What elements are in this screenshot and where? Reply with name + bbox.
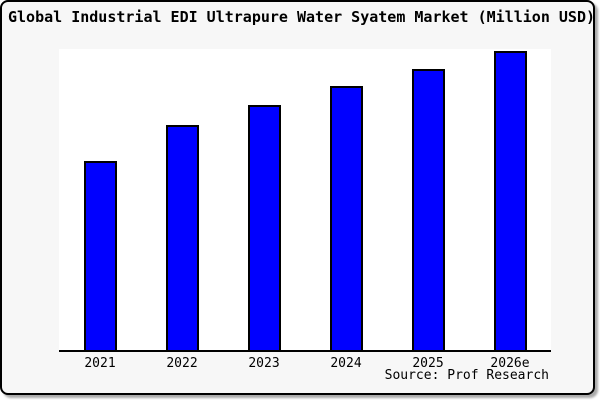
x-tick-label-2024: 2024 xyxy=(330,356,362,371)
bar-2026e xyxy=(494,51,527,350)
bar-2023 xyxy=(248,105,281,350)
plot-area xyxy=(59,49,551,352)
x-tick-label-2025: 2025 xyxy=(412,356,444,371)
x-tick-label-2022: 2022 xyxy=(166,356,198,371)
bar-2021 xyxy=(84,161,117,350)
x-tick-label-2023: 2023 xyxy=(248,356,280,371)
bar-2022 xyxy=(166,125,199,350)
bar-2024 xyxy=(330,86,363,350)
chart-title: Global Industrial EDI Ultrapure Water Sy… xyxy=(8,8,595,26)
chart-window: Global Industrial EDI Ultrapure Water Sy… xyxy=(0,0,595,395)
source-attribution: Source: Prof Research xyxy=(384,368,549,383)
x-tick-label-2021: 2021 xyxy=(84,356,116,371)
x-tick-label-2026e: 2026e xyxy=(490,356,530,371)
bar-2025 xyxy=(412,69,445,350)
